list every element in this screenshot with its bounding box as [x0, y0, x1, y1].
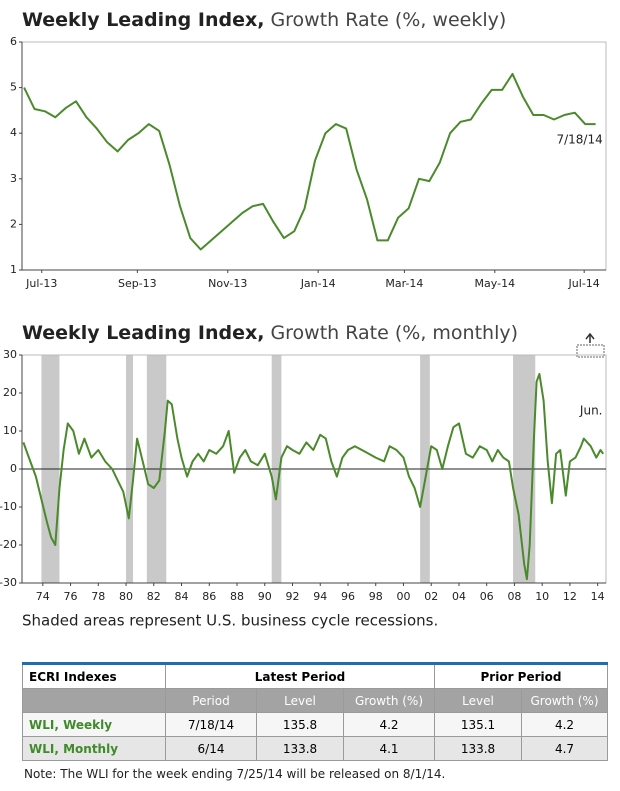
- x-tick-label: 14: [591, 590, 605, 603]
- subheader-cell: Period: [165, 688, 257, 713]
- header-cell: Prior Period: [434, 663, 608, 689]
- y-tick-label: 0: [10, 462, 17, 475]
- x-tick-label: 80: [119, 590, 133, 603]
- title-main: Weekly Leading Index,: [22, 322, 264, 344]
- cell: 7/18/14: [165, 712, 257, 737]
- y-tick-label: 5: [10, 81, 17, 94]
- x-tick-label: 78: [91, 590, 105, 603]
- y-tick-label: 30: [3, 348, 17, 361]
- x-tick-label: Jan-14: [300, 277, 336, 290]
- y-tick-label: 4: [10, 126, 17, 139]
- cell: 4.7: [521, 736, 608, 761]
- title-sub: Growth Rate (%, monthly): [270, 322, 518, 344]
- cell: 4.2: [521, 712, 608, 737]
- x-tick-label: 84: [175, 590, 189, 603]
- x-tick-label: 88: [230, 590, 244, 603]
- y-tick-label: -10: [0, 500, 17, 513]
- charts: Weekly Leading Index, Growth Rate (%, wee…: [0, 9, 607, 630]
- x-tick-label: 76: [64, 590, 78, 603]
- header-row: ECRI Indexes Latest Period Prior Period: [22, 663, 608, 689]
- cell: 135.1: [434, 712, 522, 737]
- subheader-cell: Level: [434, 688, 522, 713]
- cell: 4.2: [343, 712, 435, 737]
- x-tick-label: 02: [424, 590, 438, 603]
- subheader-row: Period Level Growth (%) Level Growth (%): [22, 688, 608, 713]
- x-tick-label: 82: [147, 590, 161, 603]
- x-tick-label: 00: [396, 590, 410, 603]
- x-tick-label: 92: [285, 590, 299, 603]
- x-tick-label: Jul-13: [25, 277, 57, 290]
- x-tick-label: Sep-13: [118, 277, 157, 290]
- x-tick-label: 90: [258, 590, 272, 603]
- export-icon: [576, 332, 605, 358]
- data-line: [22, 373, 605, 581]
- annotation: 7/18/14: [556, 133, 602, 147]
- x-tick-label: 98: [369, 590, 383, 603]
- data-line: [23, 72, 596, 251]
- cell: 135.8: [256, 712, 344, 737]
- cell: 4.1: [343, 736, 435, 761]
- chart-note: Shaded areas represent U.S. business cyc…: [22, 612, 438, 630]
- y-tick-label: 2: [10, 217, 17, 230]
- cell: 6/14: [165, 736, 257, 761]
- x-tick-label: 96: [341, 590, 355, 603]
- row-label: WLI, Monthly: [22, 736, 166, 761]
- title-main: Weekly Leading Index,: [22, 9, 264, 31]
- x-tick-label: 74: [36, 590, 50, 603]
- cell: 133.8: [434, 736, 522, 761]
- footnote: Note: The WLI for the week ending 7/25/1…: [24, 767, 446, 781]
- header-cell: ECRI Indexes: [22, 663, 166, 689]
- y-tick-label: 3: [10, 172, 17, 185]
- x-tick-label: 04: [452, 590, 466, 603]
- y-tick-label: -30: [0, 576, 17, 589]
- ecri-table: ECRI Indexes Latest Period Prior Period …: [22, 662, 608, 761]
- data-row: WLI, Weekly 7/18/14 135.8 4.2 135.1 4.2: [22, 712, 608, 737]
- y-tick-label: 1: [10, 263, 17, 276]
- subheader-cell: [22, 688, 166, 713]
- chart-title: Weekly Leading Index, Growth Rate (%, wee…: [22, 9, 506, 31]
- y-tick-label: 10: [3, 424, 17, 437]
- x-tick-label: 94: [313, 590, 327, 603]
- y-tick-label: 20: [3, 386, 17, 399]
- subheader-cell: Growth (%): [521, 688, 608, 713]
- x-tick-label: 10: [535, 590, 549, 603]
- chart-title: Weekly Leading Index, Growth Rate (%, mon…: [22, 322, 518, 344]
- x-tick-label: 12: [563, 590, 577, 603]
- data-row: WLI, Monthly 6/14 133.8 4.1 133.8 4.7: [22, 736, 608, 761]
- x-tick-label: 06: [480, 590, 494, 603]
- row-label: WLI, Weekly: [22, 712, 166, 737]
- x-tick-label: Mar-14: [385, 277, 423, 290]
- header-cell: Latest Period: [165, 663, 435, 689]
- x-tick-label: May-14: [475, 277, 516, 290]
- cell: 133.8: [256, 736, 344, 761]
- x-tick-label: Jul-14: [568, 277, 600, 290]
- subheader-cell: Growth (%): [343, 688, 435, 713]
- x-tick-label: Nov-13: [208, 277, 247, 290]
- subheader-cell: Level: [256, 688, 344, 713]
- y-tick-label: 6: [10, 35, 17, 48]
- title-sub: Growth Rate (%, weekly): [270, 9, 506, 31]
- x-tick-label: 08: [507, 590, 521, 603]
- plot-frame: [21, 41, 607, 271]
- x-tick-label: 86: [202, 590, 216, 603]
- y-tick-label: -20: [0, 538, 17, 551]
- annotation: Jun.: [579, 403, 603, 417]
